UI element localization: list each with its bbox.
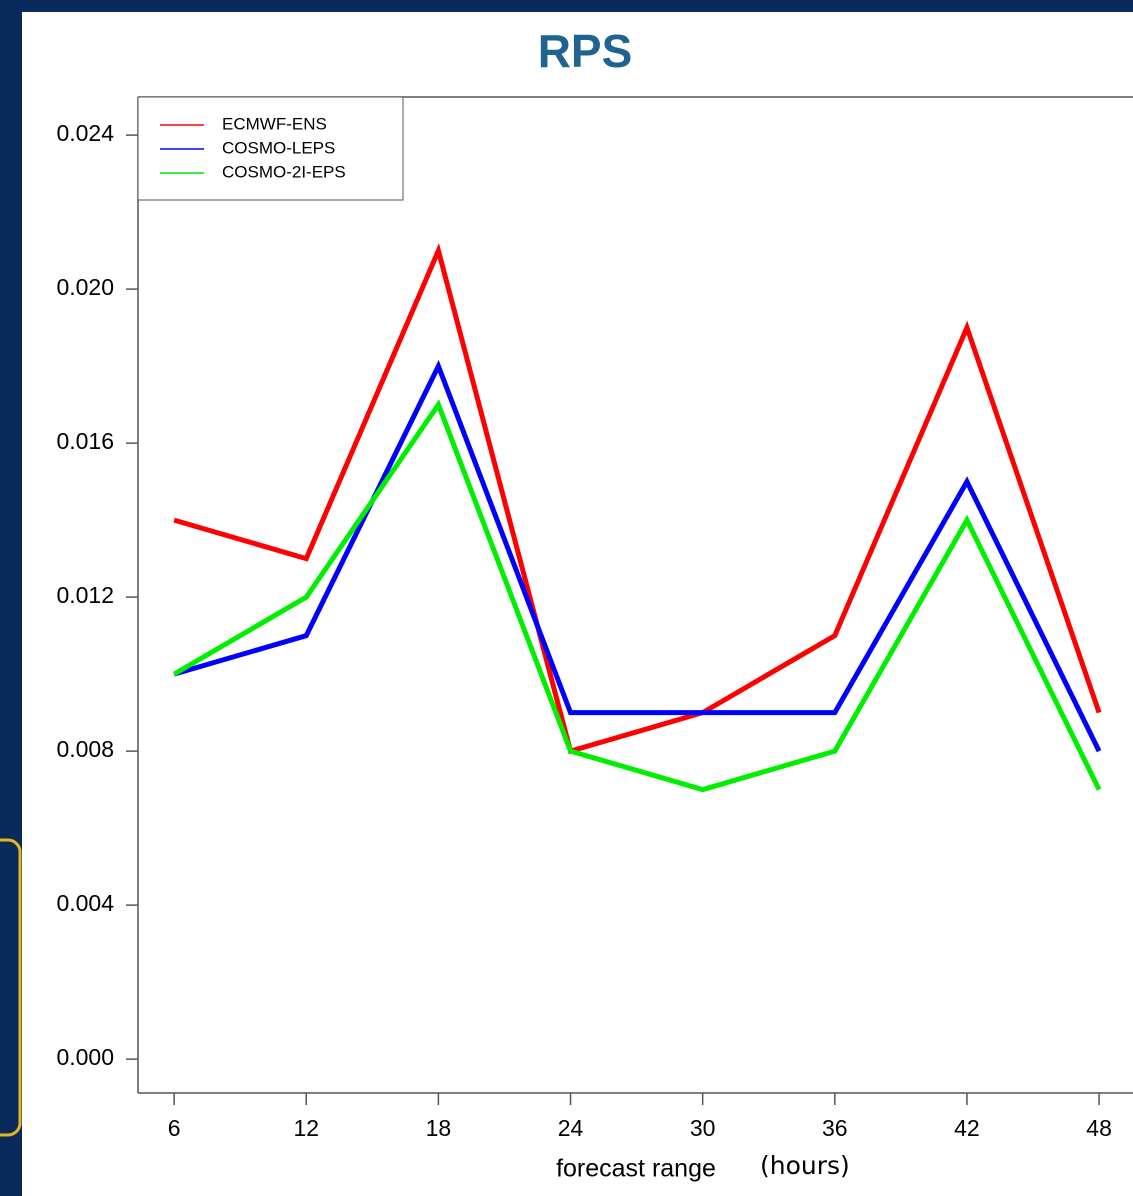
x-axis-unit: (hours) xyxy=(760,1151,850,1180)
y-tick-label: 0.008 xyxy=(56,736,114,762)
x-tick-label: 48 xyxy=(1086,1115,1112,1141)
x-tick-label: 36 xyxy=(822,1115,848,1141)
y-tick-label: 0.000 xyxy=(56,1044,114,1070)
x-tick-label: 42 xyxy=(954,1115,980,1141)
y-tick-label: 0.004 xyxy=(56,890,114,916)
series-line xyxy=(173,359,1102,753)
y-tick-label: 0.024 xyxy=(56,120,114,146)
legend-label: COSMO-2I-EPS xyxy=(222,162,346,181)
chart-title: RPS xyxy=(538,25,633,77)
legend-label: ECMWF-ENS xyxy=(222,114,327,133)
series-line xyxy=(173,242,1102,755)
series-line xyxy=(172,399,1102,793)
x-tick-label: 30 xyxy=(690,1115,716,1141)
y-tick-label: 0.012 xyxy=(56,582,114,608)
decoration xyxy=(0,838,22,1137)
y-tick-label: 0.020 xyxy=(56,274,114,300)
x-tick-label: 12 xyxy=(293,1115,319,1141)
x-tick-label: 6 xyxy=(168,1115,181,1141)
y-tick-label: 0.016 xyxy=(56,428,114,454)
legend-label: COSMO-LEPS xyxy=(222,138,335,157)
x-tick-label: 24 xyxy=(558,1115,584,1141)
x-axis-label: forecast range xyxy=(556,1155,716,1183)
x-tick-label: 18 xyxy=(426,1115,452,1141)
slide-area xyxy=(22,12,1133,1196)
